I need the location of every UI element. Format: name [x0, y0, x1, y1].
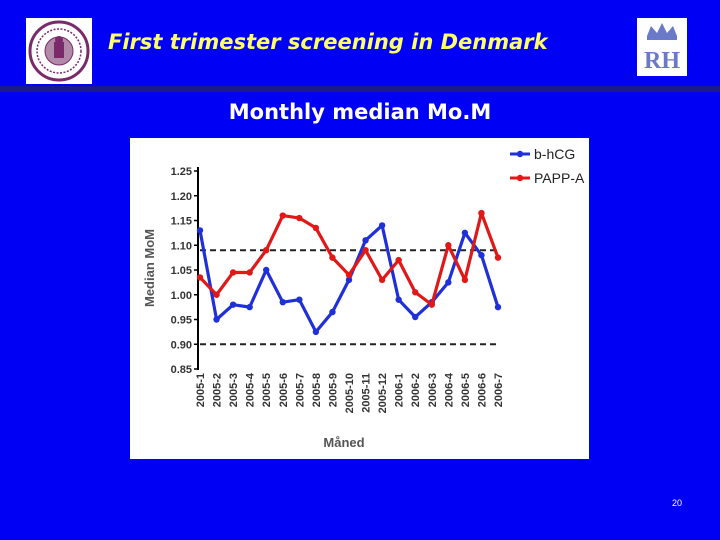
- data-point: [213, 316, 220, 323]
- data-point: [378, 276, 386, 284]
- y-tick-label: 0.90: [171, 339, 192, 351]
- data-point: [329, 308, 336, 316]
- data-point: [263, 266, 270, 274]
- data-point: [445, 242, 452, 249]
- header-divider: [0, 86, 720, 92]
- data-point: [395, 296, 402, 303]
- data-point: [312, 328, 320, 336]
- x-tick-label: 2005-5: [261, 373, 273, 407]
- chart-heading: Monthly median Mo.M: [228, 100, 492, 124]
- x-tick-label: 2006-6: [476, 373, 488, 407]
- slide-title: First trimester screening in Denmark: [108, 30, 548, 54]
- y-tick-label: 1.05: [171, 265, 192, 277]
- data-point: [312, 224, 320, 232]
- legend-label: PAPP-A: [534, 170, 585, 186]
- y-tick-label: 1.15: [171, 216, 192, 228]
- data-point: [478, 251, 485, 259]
- data-point: [246, 303, 253, 311]
- y-tick-label: 1.20: [171, 191, 192, 203]
- x-tick-label: 2005-6: [278, 373, 290, 407]
- line-chart: Median MoM Måned 0.85 0.90 0.95 1.00 1.05 1.1…: [142, 146, 585, 450]
- x-tick-label: 2005-7: [294, 373, 306, 407]
- y-tick-label: 1.10: [171, 240, 192, 252]
- y-tick-label: 0.85: [171, 364, 192, 376]
- x-tick-label: 2005-10: [344, 373, 356, 413]
- data-point: [345, 276, 353, 284]
- data-point: [461, 229, 469, 237]
- x-tick-label: 2006-4: [443, 372, 455, 407]
- legend-marker: [516, 174, 524, 182]
- data-point: [279, 212, 286, 219]
- x-tick-label: 2006-5: [460, 373, 472, 407]
- x-axis-label: Måned: [323, 435, 364, 450]
- x-tick-label: 2005-2: [212, 373, 224, 407]
- data-point: [229, 269, 237, 276]
- data-point: [428, 301, 435, 308]
- x-tick-label: 2005-1: [195, 373, 207, 407]
- y-tick-label: 1.00: [171, 290, 192, 302]
- y-tick-label: 1.25: [171, 166, 192, 178]
- data-point: [263, 247, 270, 254]
- data-point: [279, 298, 286, 306]
- data-point: [246, 269, 253, 276]
- x-tick-label: 2006-1: [394, 373, 406, 407]
- legend-label: b-hCG: [534, 146, 575, 162]
- data-point: [296, 296, 303, 303]
- slide-header: [0, 0, 720, 88]
- data-point: [362, 247, 369, 254]
- data-point: [395, 256, 402, 264]
- data-point: [362, 237, 369, 244]
- x-tick-label: 2005-4: [245, 372, 257, 407]
- x-tick-label: 2005-9: [327, 373, 339, 407]
- x-tick-label: 2005-12: [377, 373, 389, 413]
- university-seal-icon: [26, 18, 92, 84]
- x-tick-label: 2006-2: [410, 373, 422, 407]
- data-point: [412, 289, 419, 296]
- data-point: [461, 276, 469, 284]
- data-point: [196, 274, 204, 281]
- data-point: [494, 303, 502, 311]
- x-tick-label: 2006-3: [427, 373, 439, 407]
- data-point: [296, 214, 303, 222]
- page-number: 20: [672, 498, 683, 508]
- series-line: [198, 211, 500, 307]
- y-tick-label: 0.95: [171, 315, 192, 327]
- logo-rh-text: RH: [644, 48, 680, 74]
- data-point: [196, 227, 204, 234]
- data-point: [478, 209, 485, 217]
- data-point: [378, 222, 386, 229]
- data-point: [345, 271, 353, 279]
- data-point: [329, 254, 336, 261]
- x-tick-label: 2005-8: [311, 373, 323, 407]
- legend-marker: [516, 150, 524, 158]
- x-tick-label: 2006-7: [493, 373, 505, 407]
- x-tick-label: 2005-11: [361, 373, 373, 413]
- data-point: [412, 313, 419, 321]
- data-point: [213, 291, 220, 298]
- chart-panel: Median MoM Måned 0.85 0.90 0.95 1.00 1.05 1.1…: [130, 138, 589, 459]
- data-point: [494, 254, 502, 261]
- x-tick-label: 2005-3: [228, 373, 240, 407]
- crown-rh-logo-icon: RH: [637, 18, 687, 76]
- data-point: [229, 301, 237, 308]
- data-point: [445, 279, 452, 286]
- y-axis-label: Median MoM: [142, 229, 157, 307]
